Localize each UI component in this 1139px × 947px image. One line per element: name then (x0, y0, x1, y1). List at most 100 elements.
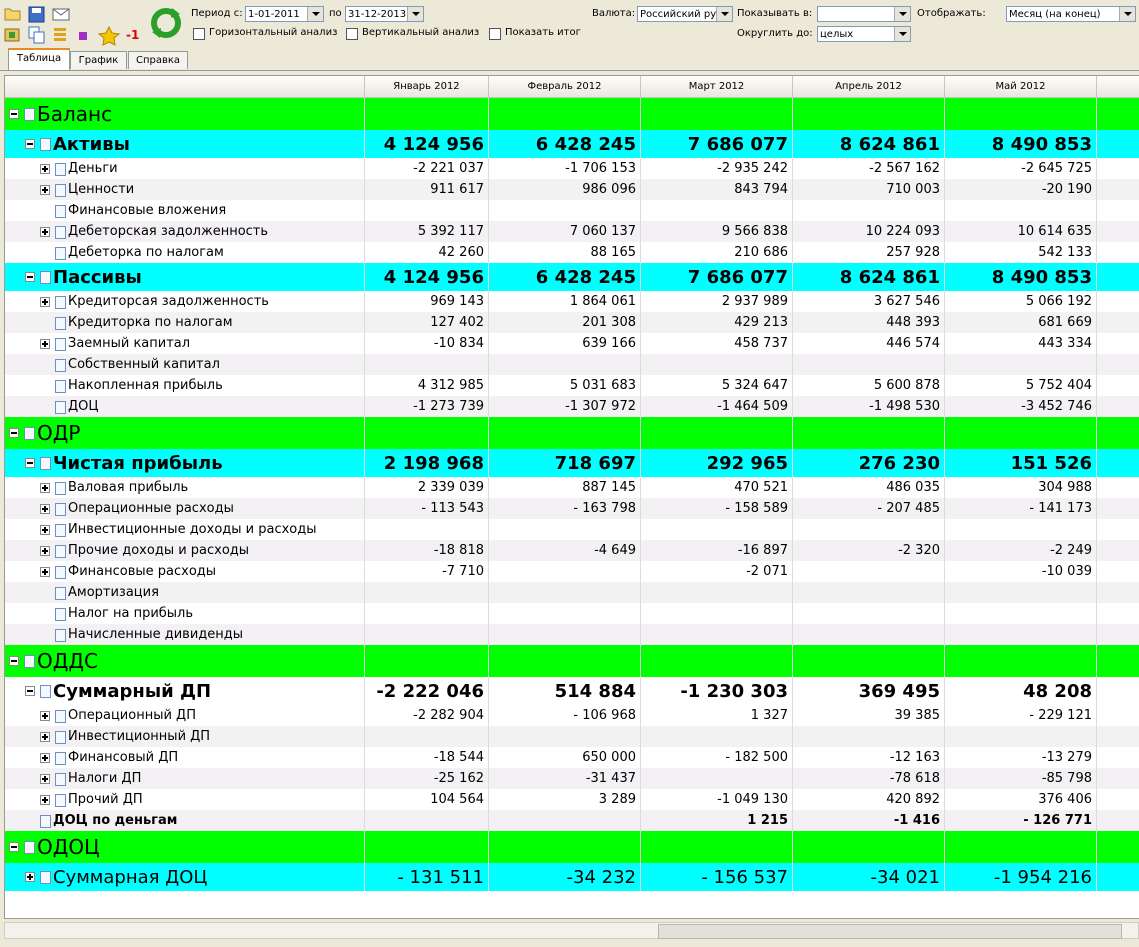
cell-value: -18 818 (433, 543, 484, 558)
period-to-combo[interactable]: 31-12-2013 (345, 6, 424, 22)
expander[interactable] (25, 272, 35, 282)
cell-value: -34 021 (870, 866, 940, 888)
expander[interactable] (25, 139, 35, 149)
expander[interactable] (40, 226, 50, 237)
value-cell: 448 393 (793, 312, 945, 333)
table-row: Накопленная прибыль 4 312 985 5 031 683 5 3… (5, 375, 1139, 396)
tree-cell: Инвестиционные доходы и расходы (5, 519, 365, 540)
cube-icon[interactable] (79, 32, 87, 40)
expander[interactable] (40, 503, 50, 514)
value-cell (365, 810, 489, 831)
round-combo[interactable]: целых (817, 26, 911, 42)
save-icon[interactable] (28, 6, 45, 23)
value-cell: 843 794 (641, 179, 793, 200)
show-in-combo[interactable] (817, 6, 911, 22)
open-icon[interactable] (4, 8, 21, 21)
expander[interactable] (25, 872, 35, 882)
cell-value: 710 003 (886, 182, 940, 197)
tree-cell: Прочий ДП (5, 789, 365, 810)
table-row: Начисленные дивиденды (5, 624, 1139, 645)
row-label: Дебеторка по налогам (68, 245, 224, 260)
cell-value: -2 320 (898, 543, 940, 558)
row-label: Налог на прибыль (68, 606, 194, 621)
row-label: Деньги (68, 161, 118, 176)
expander[interactable] (40, 524, 50, 535)
tab[interactable]: График (70, 51, 127, 69)
expander[interactable] (40, 710, 50, 721)
currency-combo[interactable]: Российский ру (637, 6, 733, 22)
star-icon[interactable] (97, 25, 121, 46)
round: целых (820, 29, 854, 40)
value-cell: -2 320 (793, 540, 945, 561)
tab[interactable]: Справка (128, 51, 188, 69)
tree-cell: Начисленные дивиденды (5, 624, 365, 645)
copy-icon[interactable] (28, 26, 45, 44)
expander[interactable] (40, 566, 50, 577)
table-row: Дебеторка по налогам 42 260 88 165 210 686 2… (5, 242, 1139, 263)
expander[interactable] (40, 338, 50, 349)
cell-value: 88 165 (590, 245, 637, 260)
list-icon[interactable] (54, 28, 66, 41)
export-icon[interactable] (4, 28, 20, 42)
cell-value: 446 574 (886, 336, 940, 351)
expander[interactable] (9, 842, 19, 852)
expander[interactable] (40, 482, 50, 493)
period-from-combo[interactable]: 1-01-2011 (245, 6, 324, 22)
cell-value: -31 437 (585, 771, 636, 786)
cell-value: 304 988 (1038, 480, 1092, 495)
vertical-checkbox[interactable] (346, 28, 358, 40)
value-cell: 8 624 861 (793, 263, 945, 291)
value-cell (489, 645, 641, 677)
expander[interactable] (40, 296, 50, 307)
expander[interactable] (40, 184, 50, 195)
expander[interactable] (40, 163, 50, 174)
expander[interactable] (9, 428, 19, 438)
cell-value: 201 308 (582, 315, 636, 330)
node-icon (55, 793, 66, 807)
cell-value: -20 190 (1041, 182, 1092, 197)
expander[interactable] (9, 109, 19, 119)
cell-value: 639 166 (582, 336, 636, 351)
value-cell: - 207 485 (793, 498, 945, 519)
period-to-label: по (329, 8, 342, 19)
expander[interactable] (40, 794, 50, 805)
expander[interactable] (9, 656, 19, 666)
node-icon (55, 607, 66, 621)
expander[interactable] (25, 458, 35, 468)
total-checkbox[interactable] (489, 28, 501, 40)
scroll-thumb[interactable] (658, 924, 1122, 939)
vertical-label: Вертикальный анализ (362, 27, 480, 38)
refresh-icon[interactable] (151, 8, 181, 38)
expander[interactable] (25, 686, 35, 696)
expander[interactable] (40, 545, 50, 556)
value-cell (793, 98, 945, 130)
row-label: Дебеторская задолженность (68, 224, 269, 239)
tree-cell: Операционные расходы (5, 498, 365, 519)
expander[interactable] (40, 752, 50, 763)
row-label: Операционные расходы (68, 501, 234, 516)
expander[interactable] (40, 731, 50, 742)
value-cell: 304 988 (945, 477, 1097, 498)
cell-value: 911 617 (430, 182, 484, 197)
table-row: Кредиторсая задолженность 969 143 1 864 06… (5, 291, 1139, 312)
node-icon (40, 814, 51, 828)
h-scrollbar[interactable] (4, 922, 1139, 939)
display-combo[interactable]: Месяц (на конец) (1006, 6, 1136, 22)
table-row: Пассивы 4 124 956 6 428 245 7 686 077 8 624 … (5, 263, 1139, 291)
value-cell (365, 645, 489, 677)
value-cell: -20 190 (945, 179, 1097, 200)
value-cell: -16 897 (641, 540, 793, 561)
node-icon (55, 204, 66, 218)
expander[interactable] (40, 773, 50, 784)
mail-icon[interactable] (52, 8, 70, 21)
node-icon (55, 586, 66, 600)
value-cell: 542 133 (945, 242, 1097, 263)
cell-value: -2 249 (1050, 543, 1092, 558)
value-cell: 1 327 (641, 705, 793, 726)
tab[interactable]: Таблица (8, 48, 70, 70)
value-cell (793, 645, 945, 677)
value-cell: 210 686 (641, 242, 793, 263)
horizontal-checkbox[interactable] (193, 28, 205, 40)
cell-value: - 113 543 (421, 501, 484, 516)
cell-value: 5 392 117 (417, 224, 484, 239)
